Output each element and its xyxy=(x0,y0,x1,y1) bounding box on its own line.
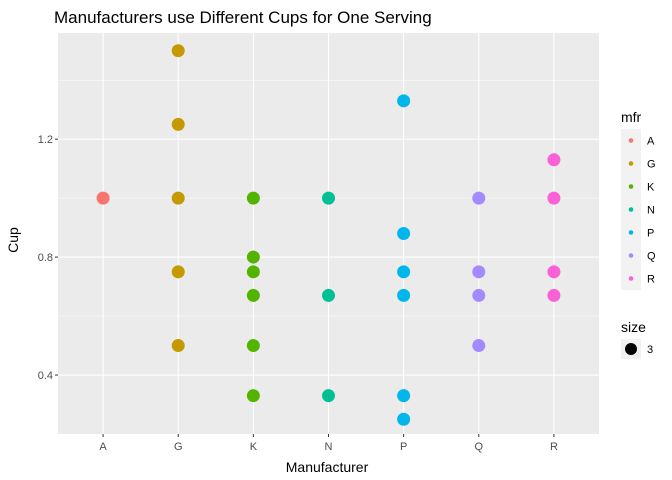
legend-dot-R xyxy=(628,276,634,281)
legend-dot-G xyxy=(628,161,634,166)
data-point-G xyxy=(171,265,185,279)
legend-label-G: G xyxy=(647,159,656,171)
x-tick-label: Q xyxy=(474,441,483,453)
data-point-K xyxy=(246,288,260,302)
y-tick-label: 1.2 xyxy=(38,134,53,146)
legend-dot-K xyxy=(628,184,634,189)
x-tick-label: R xyxy=(550,441,558,453)
legend-label-N: N xyxy=(647,205,655,217)
data-point-G xyxy=(171,44,185,58)
legend-mfr-title: mfr xyxy=(621,109,642,125)
data-point-P xyxy=(397,227,411,240)
legend-label-A: A xyxy=(647,136,655,148)
data-point-P xyxy=(397,412,411,426)
data-point-G xyxy=(171,191,185,205)
data-points xyxy=(96,44,561,426)
chart-title: Manufacturers use Different Cups for One… xyxy=(54,8,432,27)
data-point-G xyxy=(171,117,185,131)
legend-dot-A xyxy=(628,138,634,143)
y-axis-title: Cup xyxy=(5,227,21,253)
data-point-N xyxy=(322,389,335,403)
data-point-Q xyxy=(472,288,486,302)
data-point-K xyxy=(246,389,260,403)
data-point-K xyxy=(246,265,260,279)
data-point-R xyxy=(547,191,561,205)
legend-label-P: P xyxy=(647,228,654,240)
x-axis-title: Manufacturer xyxy=(286,459,369,475)
y-axis: 0.4 0.8 1.2 xyxy=(38,134,58,382)
legend-dot-P xyxy=(628,230,634,235)
legend-size-dot xyxy=(625,343,637,355)
data-point-P xyxy=(397,94,411,108)
data-point-R xyxy=(547,265,561,279)
data-point-G xyxy=(171,339,185,353)
legend-size: size 3 xyxy=(621,319,653,359)
legend-size-label: 3 xyxy=(647,344,653,356)
data-point-K xyxy=(246,339,260,353)
legend-label-R: R xyxy=(647,274,655,286)
x-tick-label: K xyxy=(250,441,258,453)
data-point-P xyxy=(397,265,411,279)
data-point-K xyxy=(246,191,260,205)
data-point-K xyxy=(246,250,260,264)
legend-dot-Q xyxy=(628,253,634,258)
y-tick-label: 0.4 xyxy=(38,370,53,382)
data-point-Q xyxy=(472,265,486,279)
x-tick-label: A xyxy=(99,441,107,453)
y-tick-label: 0.8 xyxy=(38,252,53,264)
legend-size-title: size xyxy=(621,319,646,335)
x-tick-label: G xyxy=(174,441,183,453)
legend-dot-N xyxy=(628,207,634,212)
x-tick-label: P xyxy=(400,441,407,453)
data-point-N xyxy=(322,288,335,302)
data-point-P xyxy=(397,288,411,302)
data-point-R xyxy=(547,153,561,167)
data-point-Q xyxy=(472,191,486,205)
data-point-Q xyxy=(472,339,486,353)
legend-label-Q: Q xyxy=(647,251,656,263)
plot-panel xyxy=(58,33,599,434)
data-point-N xyxy=(322,191,335,205)
x-tick-label: N xyxy=(325,441,333,453)
data-point-A xyxy=(96,191,110,205)
data-point-R xyxy=(547,288,561,302)
legend-label-K: K xyxy=(647,182,655,194)
data-point-P xyxy=(397,389,411,403)
